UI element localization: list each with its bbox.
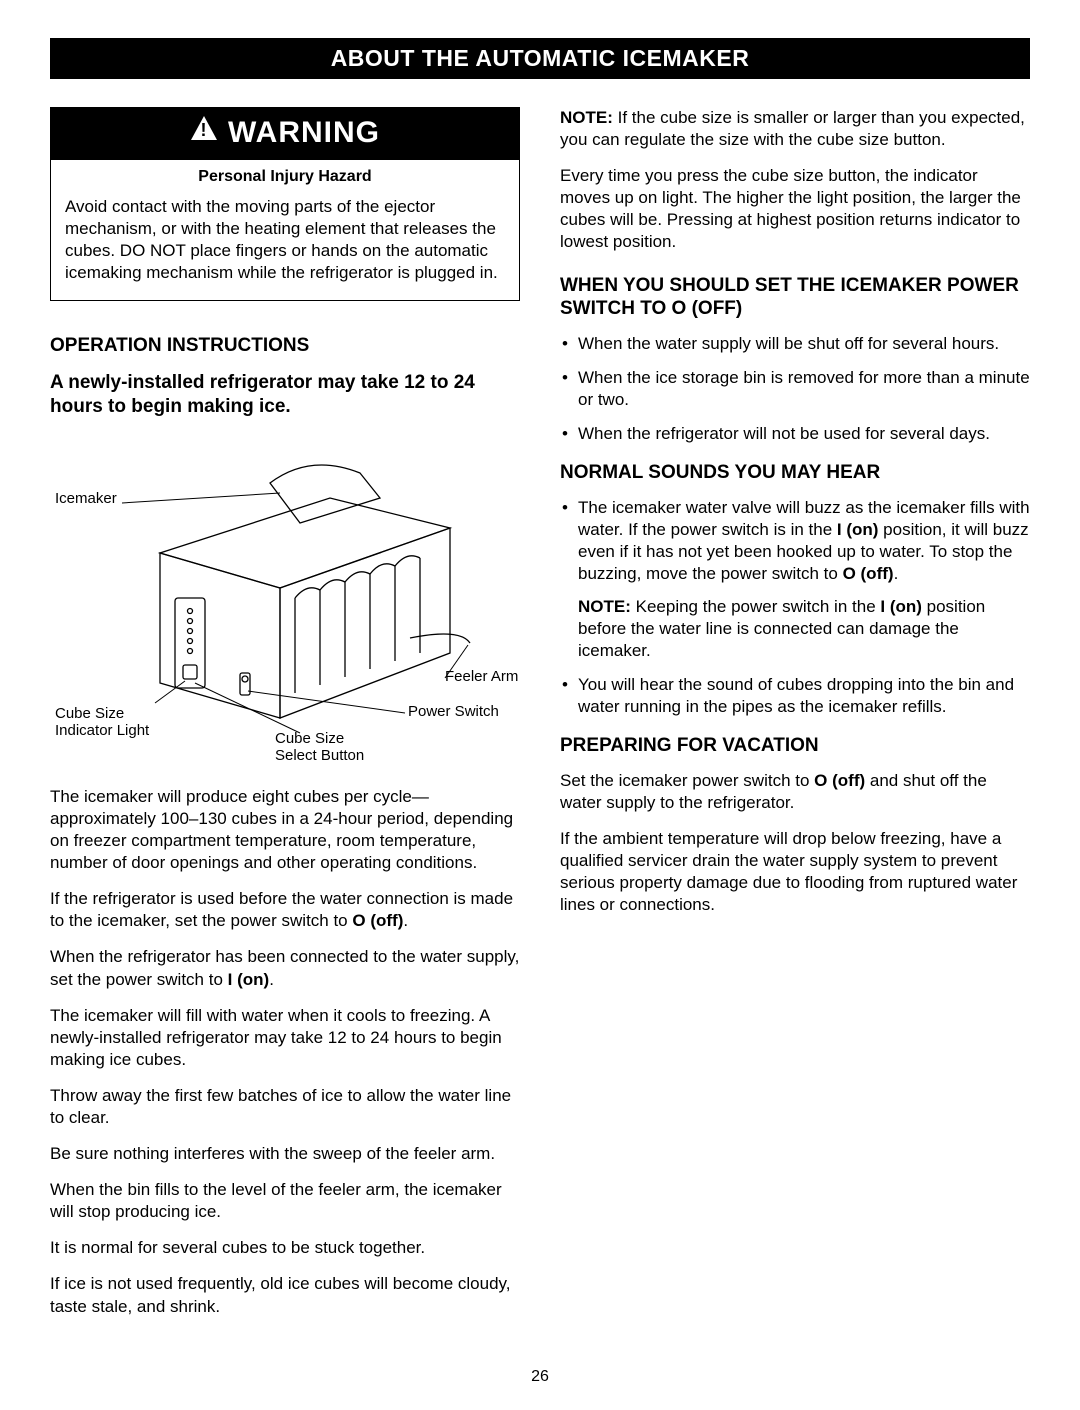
- diagram-label-cube-light-1: Cube Size: [55, 705, 124, 722]
- p-old: If ice is not used frequently, old ice c…: [50, 1273, 520, 1317]
- sounds-bullet-list: The icemaker water valve will buzz as th…: [560, 497, 1030, 718]
- right-column: NOTE: If the cube size is smaller or lar…: [560, 107, 1030, 1332]
- warning-header: ! WARNING: [51, 108, 519, 160]
- p-cycle: The icemaker will produce eight cubes pe…: [50, 786, 520, 874]
- p-connected: When the refrigerator has been connected…: [50, 946, 520, 990]
- p-vacation-2: If the ambient temperature will drop bel…: [560, 828, 1030, 916]
- two-column-layout: ! WARNING Personal Injury Hazard Avoid c…: [50, 107, 1030, 1332]
- text-bold: NOTE:: [560, 108, 613, 127]
- diagram-label-feeler-arm: Feeler Arm: [445, 668, 518, 685]
- svg-text:!: !: [201, 120, 208, 140]
- diagram-label-power-switch: Power Switch: [408, 703, 499, 720]
- p-sweep: Be sure nothing interferes with the swee…: [50, 1143, 520, 1165]
- p-throw: Throw away the first few batches of ice …: [50, 1085, 520, 1129]
- text-bold: NOTE:: [578, 597, 631, 616]
- text-run: If the cube size is smaller or larger th…: [560, 108, 1025, 149]
- text-run: .: [894, 564, 899, 583]
- text-bold: I (on): [880, 597, 922, 616]
- page-number: 26: [0, 1368, 1080, 1386]
- warning-subhead: Personal Injury Hazard: [51, 160, 519, 192]
- heading-newly-installed: A newly-installed refrigerator may take …: [50, 371, 520, 419]
- p-stuck: It is normal for several cubes to be stu…: [50, 1237, 520, 1259]
- p-bin: When the bin fills to the level of the f…: [50, 1179, 520, 1223]
- warning-box: ! WARNING Personal Injury Hazard Avoid c…: [50, 107, 520, 301]
- p-before-water: If the refrigerator is used before the w…: [50, 888, 520, 932]
- list-item: When the ice storage bin is removed for …: [560, 367, 1030, 411]
- warning-header-text: WARNING: [228, 116, 380, 149]
- diagram-label-cube-btn-2: Select Button: [275, 747, 364, 763]
- section-title-bar: ABOUT THE AUTOMATIC ICEMAKER: [50, 38, 1030, 79]
- off-bullet-list: When the water supply will be shut off f…: [560, 333, 1030, 445]
- heading-operation: OPERATION INSTRUCTIONS: [50, 335, 520, 357]
- text-run: If the refrigerator is used before the w…: [50, 889, 513, 930]
- heading-vacation: PREPARING FOR VACATION: [560, 734, 1030, 758]
- list-item: The icemaker water valve will buzz as th…: [560, 497, 1030, 662]
- warning-body: Avoid contact with the moving parts of t…: [51, 192, 519, 300]
- text-bold: O (off): [814, 771, 865, 790]
- p-everytime: Every time you press the cube size butto…: [560, 165, 1030, 253]
- p-note-cube-size: NOTE: If the cube size is smaller or lar…: [560, 107, 1030, 151]
- p-fill: The icemaker will fill with water when i…: [50, 1005, 520, 1071]
- list-item: When the water supply will be shut off f…: [560, 333, 1030, 355]
- heading-normal-sounds: NORMAL SOUNDS YOU MAY HEAR: [560, 461, 1030, 485]
- diagram-label-icemaker: Icemaker: [55, 490, 117, 507]
- p-vacation-1: Set the icemaker power switch to O (off)…: [560, 770, 1030, 814]
- text-run: .: [403, 911, 408, 930]
- text-bold: I (on): [228, 970, 270, 989]
- diagram-label-cube-light-2: Indicator Light: [55, 722, 150, 739]
- left-column: ! WARNING Personal Injury Hazard Avoid c…: [50, 107, 520, 1332]
- text-run: Set the icemaker power switch to: [560, 771, 814, 790]
- icemaker-diagram: Icemaker Feeler Arm Power Switch Cube Si…: [50, 443, 520, 763]
- text-bold: I (on): [837, 520, 879, 539]
- list-item: You will hear the sound of cubes droppin…: [560, 674, 1030, 718]
- section-title: ABOUT THE AUTOMATIC ICEMAKER: [331, 45, 750, 71]
- list-item: When the refrigerator will not be used f…: [560, 423, 1030, 445]
- note-block: NOTE: Keeping the power switch in the I …: [578, 596, 1030, 662]
- heading-when-off: WHEN YOU SHOULD SET THE ICEMAKER POWER S…: [560, 274, 1030, 322]
- text-bold: O (off): [843, 564, 894, 583]
- text-run: Keeping the power switch in the: [631, 597, 880, 616]
- text-run: .: [269, 970, 274, 989]
- text-run: When the refrigerator has been connected…: [50, 947, 519, 988]
- text-bold: O (off): [352, 911, 403, 930]
- warning-triangle-icon: !: [190, 115, 218, 149]
- diagram-label-cube-btn-1: Cube Size: [275, 730, 344, 747]
